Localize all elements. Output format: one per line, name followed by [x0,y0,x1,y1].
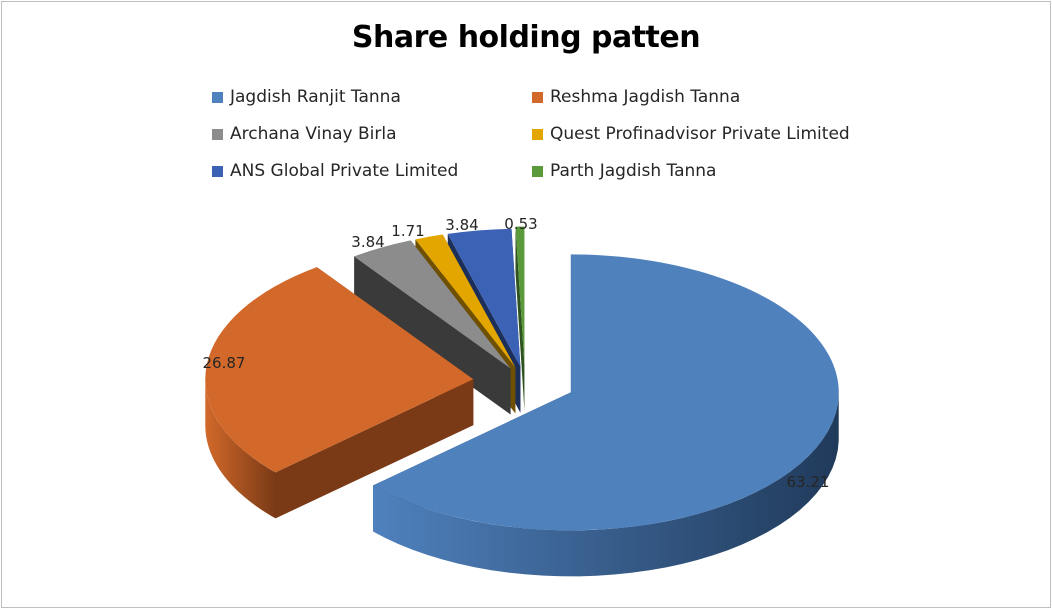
pie-slice [205,267,474,519]
data-label: 3.84 [445,216,478,234]
data-label: 63.21 [787,473,830,491]
slice-top [515,226,525,365]
chart-title: Share holding patten [351,20,701,55]
slice-wall [275,379,474,519]
legend-swatch [532,165,543,177]
legend-item: Parth Jagdish Tanna [532,160,716,182]
pie-slice [515,226,525,411]
pie-slice [372,254,839,577]
slice-top [372,254,839,531]
legend-item: ANS Global Private Limited [212,160,458,182]
legend-swatch [212,165,223,177]
legend-label: ANS Global Private Limited [230,161,459,181]
slice-rim [372,394,839,577]
legend-label: Archana Vinay Birla [230,124,397,144]
legend-label: Parth Jagdish Tanna [550,161,717,181]
legend-item: Quest Profinadvisor Private Limited [532,123,850,145]
legend-label: Quest Profinadvisor Private Limited [550,124,850,144]
data-label: 0.53 [504,215,537,233]
legend-swatch [212,128,223,140]
slice-wall [515,226,525,411]
slice-top [205,267,474,473]
legend-label: Jagdish Ranjit Tanna [230,87,401,107]
legend-item: Jagdish Ranjit Tanna [212,86,401,108]
slice-rim [205,380,276,519]
slice-wall [354,256,511,415]
legend-item: Archana Vinay Birla [212,123,397,145]
legend-swatch [532,91,543,103]
legend-swatch [532,128,543,140]
legend-item: Reshma Jagdish Tanna [532,86,740,108]
slice-top [447,228,521,367]
slice-top [354,240,511,369]
data-label: 1.71 [391,222,424,240]
pie-slice [354,240,511,415]
slice-top [415,234,516,368]
legend-swatch [212,91,223,103]
data-label: 26.87 [203,354,246,372]
legend-label: Reshma Jagdish Tanna [550,87,741,107]
data-label: 3.84 [351,233,384,251]
